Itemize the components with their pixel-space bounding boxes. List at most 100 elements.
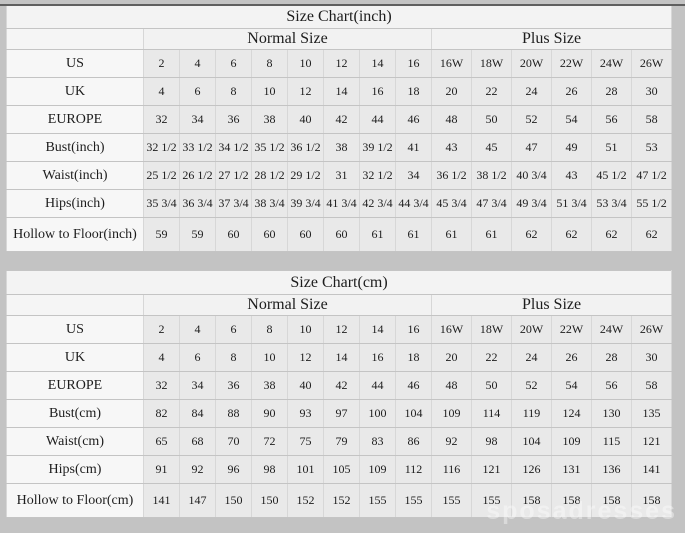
size-value-cell: 121 [471,455,512,484]
size-value-cell: 14 [323,77,360,106]
size-value-cell: 24W [591,49,632,78]
size-value-cell: 60 [323,217,360,252]
row-label: UK [6,77,144,106]
size-value-cell: 38 [251,371,288,400]
table-row: Bust(cm) 82 84 88 90 93 97 100 104 109 114 119 124 13… [6,399,673,428]
size-value-cell: 109 [359,455,396,484]
size-value-cell: 28 1/2 [251,161,288,190]
size-value-cell: 4 [179,49,216,78]
size-chart-inch-table: Size Chart(inch) Normal Size Plus Size US 2 4… [5,4,673,252]
size-value-cell: 41 3/4 [323,189,360,218]
size-value-cell: 12 [323,315,360,344]
size-value-cell: 30 [630,77,673,106]
table-row: Hips(inch) 35 3/4 36 3/4 37 3/4 38 3/4 39 3/4… [6,189,673,218]
size-value-cell: 4 [143,77,180,106]
row-label: US [6,49,144,78]
size-value-cell: 60 [251,217,288,252]
size-value-cell: 98 [251,455,288,484]
size-value-cell: 101 [287,455,324,484]
size-value-cell: 10 [287,315,324,344]
size-value-cell: 92 [431,427,472,456]
size-value-cell: 52 [511,105,552,134]
size-value-cell: 60 [287,217,324,252]
corner-cell [6,28,144,50]
size-value-cell: 46 [395,371,432,400]
size-value-cell: 36 1/2 [287,133,324,162]
size-value-cell: 98 [471,427,512,456]
row-label: EUROPE [6,105,144,134]
size-value-cell: 70 [215,427,252,456]
size-value-cell: 20W [511,315,552,344]
size-value-cell: 16 [395,315,432,344]
size-value-cell: 116 [431,455,472,484]
size-value-cell: 42 [323,105,360,134]
table-row: Waist(cm) 65 68 70 72 75 79 83 86 92 98 104 109 115 12… [6,427,673,456]
size-value-cell: 26 [551,77,592,106]
size-value-cell: 126 [511,455,552,484]
size-value-cell: 20W [511,49,552,78]
size-value-cell: 158 [630,483,673,518]
size-value-cell: 12 [323,49,360,78]
size-value-cell: 150 [215,483,252,518]
size-value-cell: 79 [323,427,360,456]
row-label: UK [6,343,144,372]
size-value-cell: 26W [630,315,673,344]
size-value-cell: 96 [215,455,252,484]
size-value-cell: 32 [143,371,180,400]
size-value-cell: 36 1/2 [431,161,472,190]
table-row: UK 4 6 8 10 12 14 16 18 20 22 24 26 28 30 [6,343,673,372]
row-label: Bust(cm) [6,399,144,428]
size-value-cell: 16 [395,49,432,78]
size-value-cell: 6 [179,343,216,372]
size-value-cell: 152 [323,483,360,518]
size-value-cell: 8 [251,315,288,344]
size-value-cell: 109 [551,427,592,456]
row-label: Hips(inch) [6,189,144,218]
size-value-cell: 49 3/4 [511,189,552,218]
size-value-cell: 155 [395,483,432,518]
size-value-cell: 10 [287,49,324,78]
size-value-cell: 61 [395,217,432,252]
size-value-cell: 10 [251,343,288,372]
size-value-cell: 86 [395,427,432,456]
size-value-cell: 35 1/2 [251,133,288,162]
size-value-cell: 62 [591,217,632,252]
size-value-cell: 109 [431,399,472,428]
size-value-cell: 20 [431,343,472,372]
size-value-cell: 45 3/4 [431,189,472,218]
size-value-cell: 22W [551,315,592,344]
size-value-cell: 135 [630,399,673,428]
size-value-cell: 36 [215,105,252,134]
size-value-cell: 155 [471,483,512,518]
size-value-cell: 14 [359,315,396,344]
size-value-cell: 75 [287,427,324,456]
size-value-cell: 39 1/2 [359,133,396,162]
size-value-cell: 158 [551,483,592,518]
size-value-cell: 33 1/2 [179,133,216,162]
size-value-cell: 83 [359,427,396,456]
size-value-cell: 31 [323,161,360,190]
size-value-cell: 48 [431,105,472,134]
size-value-cell: 28 [591,343,632,372]
size-value-cell: 6 [215,49,252,78]
size-value-cell: 18 [395,77,432,106]
size-value-cell: 40 [287,105,324,134]
table-row: Hips(cm) 91 92 96 98 101 105 109 112 116 121 126 131… [6,455,673,484]
size-value-cell: 37 3/4 [215,189,252,218]
row-label: EUROPE [6,371,144,400]
size-value-cell: 62 [630,217,673,252]
size-value-cell: 16 [359,77,396,106]
size-value-cell: 22 [471,343,512,372]
table-row: UK 4 6 8 10 12 14 16 18 20 22 24 26 28 30 [6,77,673,106]
size-value-cell: 51 [591,133,632,162]
size-value-cell: 2 [143,315,180,344]
size-value-cell: 62 [551,217,592,252]
size-value-cell: 47 1/2 [630,161,673,190]
size-value-cell: 58 [630,371,673,400]
size-value-cell: 155 [359,483,396,518]
row-label: Waist(inch) [6,161,144,190]
size-value-cell: 4 [143,343,180,372]
size-value-cell: 32 [143,105,180,134]
size-value-cell: 38 1/2 [471,161,512,190]
table-row: Hollow to Floor(cm) 141 147 150 150 152 152 155… [6,483,673,518]
